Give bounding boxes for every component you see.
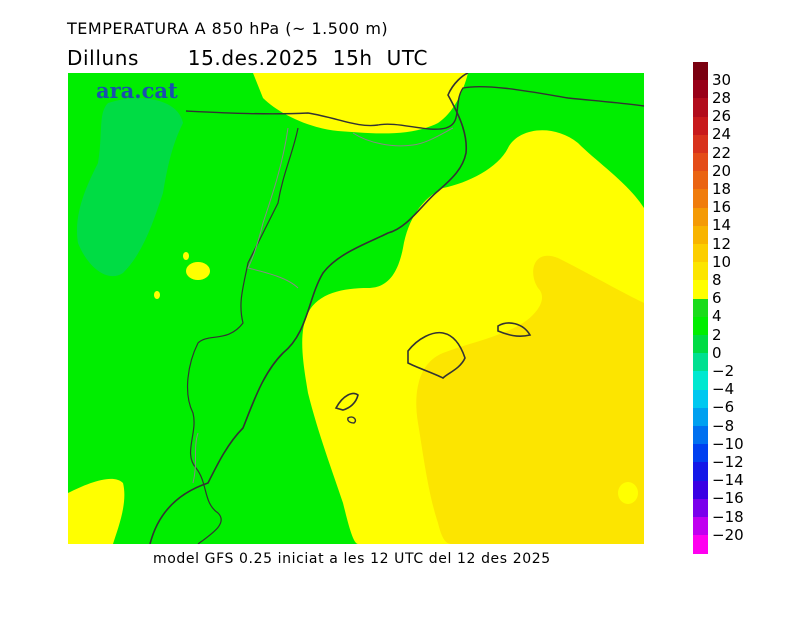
legend-tick-label: −12 (712, 452, 744, 471)
warm-spot (183, 252, 189, 260)
legend-swatch (693, 134, 708, 154)
brand-logo: ara.cat (96, 78, 178, 103)
legend-swatch (693, 171, 708, 190)
legend-swatch (693, 389, 708, 409)
legend-swatch (693, 462, 708, 482)
legend-tick-label: −20 (712, 525, 744, 544)
border-line (185, 85, 644, 130)
legend-tick-label: −6 (712, 398, 735, 417)
legend-tick-label: 22 (712, 143, 732, 162)
island-ibiza (334, 392, 359, 411)
island-mallorca (407, 331, 466, 379)
legend-tick-label: −18 (712, 507, 744, 526)
legend-tick-label: −8 (712, 416, 735, 435)
chart-date-line: Dilluns 15.des.2025 15h UTC (67, 46, 429, 70)
legend-tick-label: 10 (712, 252, 732, 271)
legend-tick-label: −4 (712, 380, 735, 399)
chart-title: TEMPERATURA A 850 hPa (~ 1.500 m) (67, 19, 389, 38)
legend-swatch (693, 335, 708, 354)
legend-tick-label: 20 (712, 161, 732, 180)
coastline (149, 73, 469, 544)
legend-tick-label: 16 (712, 198, 732, 217)
legend-tick-label: 24 (712, 125, 732, 144)
legend-swatch (693, 371, 708, 391)
province-border (192, 127, 454, 484)
cool-area-patch (77, 98, 183, 277)
legend-swatch (693, 480, 708, 500)
region-boundary (187, 127, 299, 544)
legend-swatch (693, 316, 708, 336)
legend-tick-label: 0 (712, 343, 722, 362)
legend-swatch (693, 262, 708, 281)
legend-swatch (693, 535, 708, 554)
legend-tick-label: −14 (712, 471, 744, 490)
legend-tick-label: 2 (712, 325, 722, 344)
legend-swatch (693, 426, 708, 445)
legend-tick-label: 18 (712, 179, 732, 198)
legend-tick-label: −10 (712, 434, 744, 453)
legend-tick-label: −16 (712, 489, 744, 508)
legend-swatch (693, 517, 708, 536)
legend-swatch (693, 98, 708, 118)
legend-tick-label: 6 (712, 289, 722, 308)
warm-area-gold (416, 255, 644, 544)
legend-tick-label: 30 (712, 70, 732, 89)
legend-swatch (693, 244, 708, 263)
warm-spot (186, 262, 210, 280)
legend-swatch (693, 116, 708, 136)
legend-tick-label: 12 (712, 234, 732, 253)
legend-swatch (693, 153, 708, 172)
legend-tick-label: 26 (712, 107, 732, 126)
legend-swatch (693, 207, 708, 227)
warm-area-top (253, 73, 468, 134)
legend-swatch (693, 498, 708, 518)
island-menorca (497, 322, 532, 338)
model-info-footer: model GFS 0.25 iniciat a les 12 UTC del … (153, 551, 551, 567)
temperature-map (68, 73, 644, 544)
legend-swatch (693, 80, 708, 99)
legend-tick-label: 8 (712, 270, 722, 289)
legend-swatch (693, 353, 708, 372)
legend-swatch (693, 189, 708, 209)
warm-area-southwest (68, 478, 125, 544)
legend-tick-label: 4 (712, 307, 722, 326)
legend-swatch (693, 280, 708, 300)
legend-swatch (693, 444, 708, 463)
legend-tick-label: 28 (712, 88, 732, 107)
legend-swatch (693, 298, 708, 318)
island-formentera (347, 416, 357, 424)
legend-tick-label: −2 (712, 361, 735, 380)
warm-spot (154, 291, 160, 299)
legend-swatch (693, 225, 708, 245)
legend-swatch (693, 62, 708, 81)
warm-spot (618, 482, 638, 504)
legend-swatch (693, 407, 708, 427)
legend-tick-label: 14 (712, 216, 732, 235)
